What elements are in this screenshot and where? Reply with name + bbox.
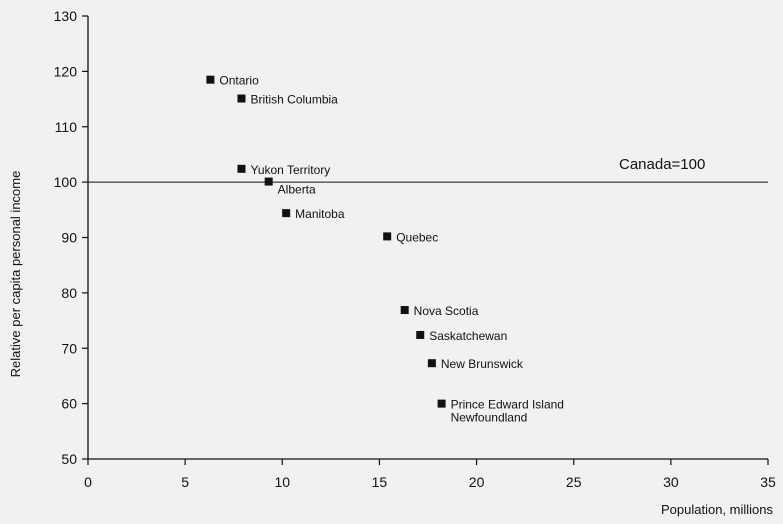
data-point — [264, 177, 273, 186]
data-point-label: Manitoba — [295, 207, 345, 221]
y-tick-label: 90 — [61, 230, 77, 246]
data-point — [237, 164, 246, 173]
y-tick-label: 110 — [55, 119, 78, 135]
y-tick-label: 70 — [61, 340, 77, 356]
x-tick-label: 30 — [663, 474, 679, 490]
x-tick-label: 0 — [84, 474, 92, 490]
x-tick-label: 15 — [372, 474, 388, 490]
data-point — [282, 209, 291, 218]
y-tick-label: 130 — [54, 8, 78, 24]
y-tick-label: 50 — [61, 451, 77, 467]
data-points: Ontario British Columbia Yukon Territory Al… — [206, 74, 564, 425]
data-point — [383, 232, 392, 241]
x-tick-label: 25 — [566, 474, 582, 490]
data-point-label: Yukon Territory — [250, 163, 330, 177]
y-tick-label: 80 — [61, 285, 77, 301]
reference-line-group: Canada=100 — [88, 156, 768, 183]
y-tick-label: 120 — [54, 63, 78, 79]
data-point-label: Prince Edward Island — [451, 398, 564, 412]
data-point-label: British Columbia — [250, 93, 338, 107]
data-point-label: Quebec — [396, 230, 438, 244]
data-point-label: Ontario — [219, 74, 259, 88]
y-axis-label: Relative per capita personal income — [8, 171, 23, 378]
x-tick-label: 5 — [181, 474, 189, 490]
data-point — [437, 399, 446, 408]
data-point-label: New Brunswick — [441, 357, 524, 371]
data-point — [206, 75, 215, 84]
x-tick-label: 10 — [274, 474, 290, 490]
data-point — [416, 330, 425, 339]
data-point-label: Newfoundland — [451, 411, 528, 425]
x-tick-label: 35 — [760, 474, 776, 490]
chart-axes: 50 60 70 80 90 100 110 120 130 0 5 10 15 20 25 30 35 — [54, 8, 776, 490]
x-axis-label: Population, millions — [661, 502, 774, 517]
data-point-label: Saskatchewan — [429, 329, 507, 343]
data-point — [237, 94, 246, 103]
y-tick-label: 60 — [61, 396, 77, 412]
data-point-label: Nova Scotia — [414, 304, 479, 318]
data-point-label: Alberta — [278, 183, 316, 197]
data-point — [427, 359, 436, 368]
x-tick-label: 20 — [469, 474, 485, 490]
y-tick-label: 100 — [54, 174, 78, 190]
data-point — [400, 306, 409, 315]
reference-line-label: Canada=100 — [619, 156, 705, 173]
